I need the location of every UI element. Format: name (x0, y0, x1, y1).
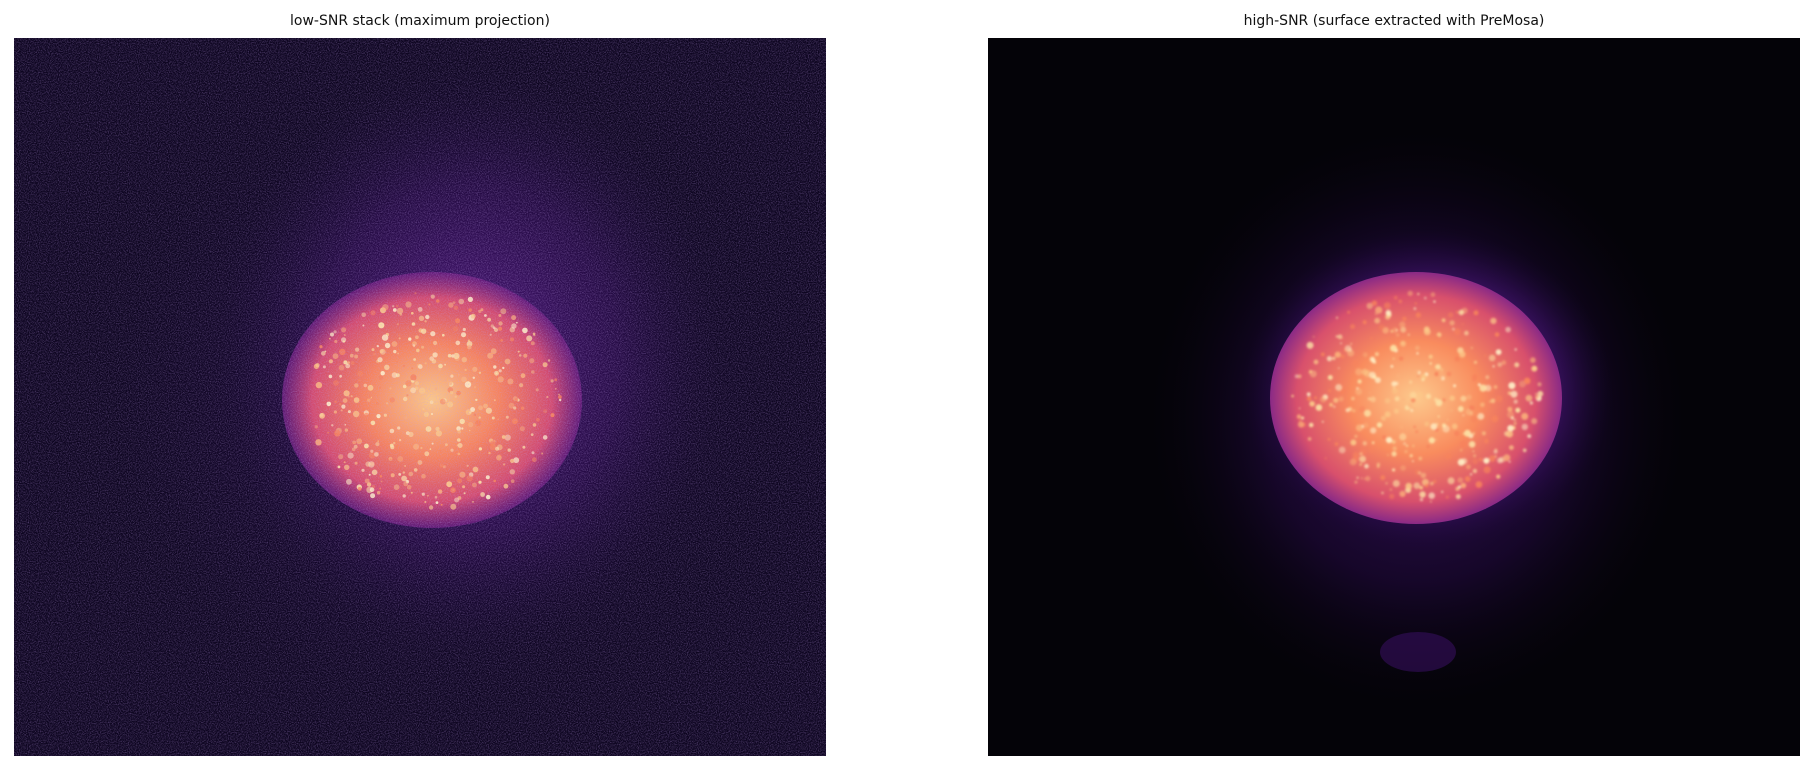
left-image-frame (14, 38, 826, 756)
left-panel-title: low-SNR stack (maximum projection) (290, 13, 550, 29)
left-panel: low-SNR stack (maximum projection) (14, 0, 826, 771)
low-snr-image (14, 38, 826, 756)
right-panel: high-SNR (surface extracted with PreMosa… (988, 0, 1800, 771)
right-panel-title: high-SNR (surface extracted with PreMosa… (1243, 13, 1545, 29)
right-image-frame (988, 38, 1800, 756)
high-snr-image (988, 38, 1800, 756)
